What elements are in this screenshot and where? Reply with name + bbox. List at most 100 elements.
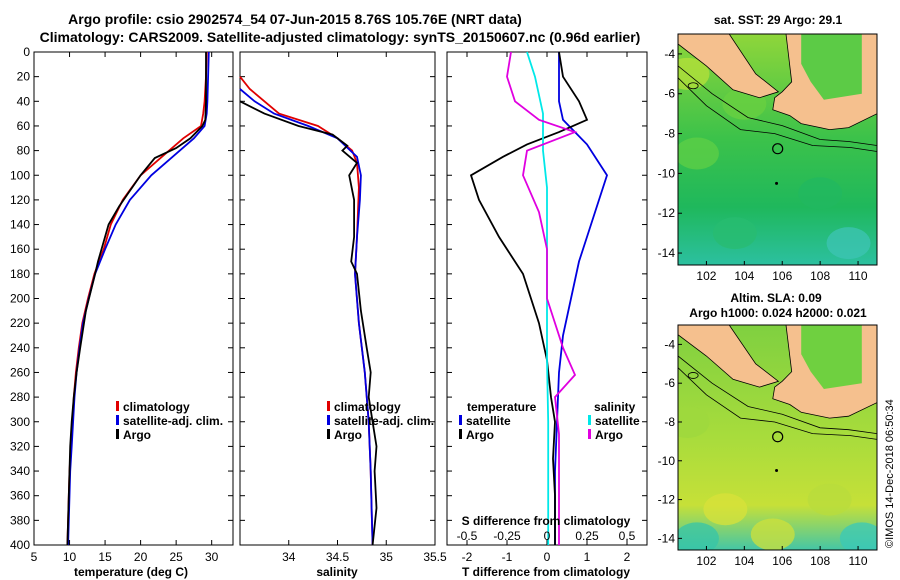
lon-tick-label: 102 (696, 269, 716, 283)
coastal-field (801, 325, 862, 389)
lon-tick-label: 106 (772, 554, 792, 568)
series-line-argo (66, 52, 207, 546)
y-tick-label: 60 (17, 119, 31, 133)
x-tick-label: 35.5 (423, 550, 447, 564)
s-tick-label: -0.25 (493, 529, 521, 543)
imos-watermark: ©IMOS 14-Dec-2018 06:50:34 (884, 399, 896, 548)
legend-swatch-argo (327, 429, 330, 439)
legend-title-salinity: salinity (594, 400, 636, 414)
title-line-2: Climatology: CARS2009. Satellite-adjuste… (40, 29, 641, 45)
legend-satellite-adj: satellite-adj. clim. (334, 414, 434, 428)
x-tick-label: 10 (63, 550, 77, 564)
field-patch (750, 518, 795, 550)
series-line-argo (239, 100, 378, 546)
field-patch (807, 483, 852, 516)
s-tick-label: 0.5 (619, 529, 636, 543)
s-tick-label: -0.5 (457, 529, 478, 543)
y-tick-label: 220 (10, 316, 30, 330)
legend-satellite-adj: satellite-adj. clim. (123, 414, 223, 428)
bathymetry-contour (678, 355, 877, 434)
x-tick-label: -1 (502, 550, 513, 564)
y-tick-label: 200 (10, 292, 30, 306)
x-tick-label: 1 (584, 550, 591, 564)
bathymetry-contour (678, 65, 877, 146)
temperature-xlabel: temperature (deg C) (74, 565, 188, 579)
x-tick-label: 35 (380, 550, 394, 564)
temperature-panel: 5 10 15 20 25 3002040608010012014016018020022… (10, 45, 234, 564)
x-tick-label: 34.5 (326, 550, 350, 564)
y-tick-label: 380 (10, 513, 30, 527)
series-line-satellite-t (554, 52, 608, 545)
sla-map: 102 104 106 108 110 -4 -6 -8 -10 -12 -14 (658, 324, 878, 568)
field-patch (678, 57, 710, 90)
lon-tick-label: 104 (734, 554, 754, 568)
lat-tick-label: -14 (658, 531, 676, 545)
bathymetry-contour (678, 77, 877, 152)
y-tick-label: 120 (10, 193, 30, 207)
argo-float-marker (772, 431, 784, 443)
x-tick-label: 0 (544, 550, 551, 564)
field-patch (678, 137, 719, 170)
y-tick-label: 340 (10, 464, 30, 478)
map-frame (677, 324, 878, 551)
legend-swatch-satellite-adj (116, 415, 119, 425)
legend-swatch-climatology (327, 401, 330, 411)
lon-tick-label: 106 (772, 269, 792, 283)
lat-tick-label: -6 (664, 376, 675, 390)
lat-tick-label: -4 (664, 47, 675, 61)
legend-satellite-s: satellite (595, 414, 640, 428)
legend-argo: Argo (123, 428, 151, 442)
title-line-1: Argo profile: csio 2902574_54 07-Jun-201… (68, 11, 522, 27)
legend-argo-s: Argo (595, 428, 623, 442)
field-patch (678, 522, 719, 550)
lat-tick-label: -6 (664, 87, 675, 101)
s-difference-label: S difference from climatology (462, 514, 631, 528)
lat-tick-label: -10 (658, 166, 676, 180)
lon-tick-label: 110 (848, 554, 867, 568)
lon-tick-label: 110 (848, 269, 867, 283)
legend-climatology: climatology (334, 400, 401, 414)
y-tick-label: 300 (10, 415, 30, 429)
legend-argo: Argo (334, 428, 362, 442)
island-contour (687, 372, 699, 379)
lat-tick-label: -4 (664, 337, 675, 351)
field-patch (703, 493, 748, 526)
y-tick-label: 180 (10, 267, 30, 281)
y-tick-label: 240 (10, 341, 30, 355)
x-tick-label: 25 (169, 550, 183, 564)
legend-swatch-argo-s (588, 429, 591, 439)
series-line-satellite-adj-clim- (239, 88, 374, 546)
x-tick-label: 34 (282, 550, 296, 564)
map-field (678, 325, 877, 550)
legend-swatch-argo (116, 429, 119, 439)
field-patch (678, 405, 710, 438)
legend-title-temperature: temperature (467, 400, 537, 414)
island-contour (687, 82, 699, 90)
y-tick-label: 360 (10, 489, 30, 503)
difference-legend: temperature satellite Argo salinity sate… (459, 400, 640, 442)
plot-frame (239, 51, 436, 546)
x-tick-label: 15 (98, 550, 112, 564)
sst-map: 102 104 106 108 110 -4 -6 -8 -10 -12 -14 (658, 33, 878, 283)
lat-tick-label: -12 (658, 206, 676, 220)
y-tick-label: 20 (17, 70, 31, 84)
argo-float-marker (772, 143, 784, 155)
sst-map-title: sat. SST: 29 Argo: 29.1 (714, 13, 843, 27)
difference-xlabel: T difference from climatology (462, 565, 630, 579)
lat-tick-label: -12 (658, 493, 676, 507)
series-line-argo-s (506, 51, 578, 545)
lat-tick-label: -8 (664, 127, 675, 141)
series-line-climatology (239, 76, 374, 546)
lat-tick-label: -14 (658, 246, 676, 260)
legend-climatology: climatology (123, 400, 190, 414)
field-patch (712, 217, 757, 250)
series-line-argo-t (469, 51, 589, 545)
lat-tick-label: -10 (658, 454, 676, 468)
y-tick-label: 260 (10, 365, 30, 379)
legend-swatch-satellite-s (588, 415, 591, 425)
salinity-legend: climatology satellite-adj. clim. Argo (327, 400, 434, 442)
field-patch (839, 522, 877, 550)
christmas-island-marker (775, 181, 779, 185)
sla-map-title-2: Argo h1000: 0.024 h2000: 0.021 (689, 306, 867, 320)
map-field (678, 34, 877, 265)
